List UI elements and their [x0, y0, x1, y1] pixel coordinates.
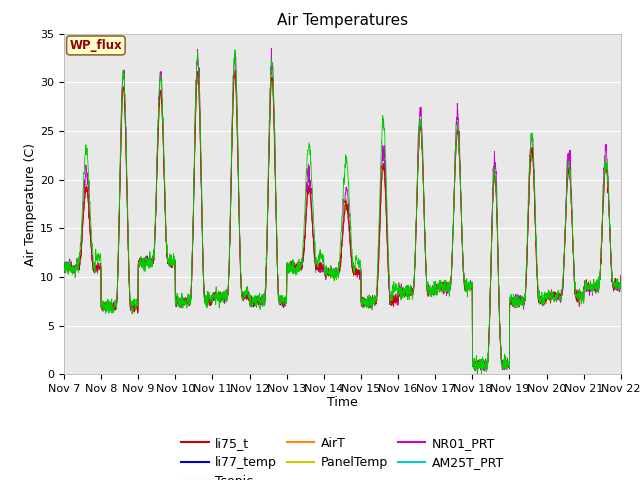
X-axis label: Time: Time [327, 396, 358, 408]
Title: Air Temperatures: Air Temperatures [277, 13, 408, 28]
Y-axis label: Air Temperature (C): Air Temperature (C) [24, 143, 37, 265]
Legend: li75_t, li77_temp, Tsonic, AirT, PanelTemp, NR01_PRT, AM25T_PRT: li75_t, li77_temp, Tsonic, AirT, PanelTe… [176, 432, 509, 480]
Text: WP_flux: WP_flux [70, 39, 122, 52]
